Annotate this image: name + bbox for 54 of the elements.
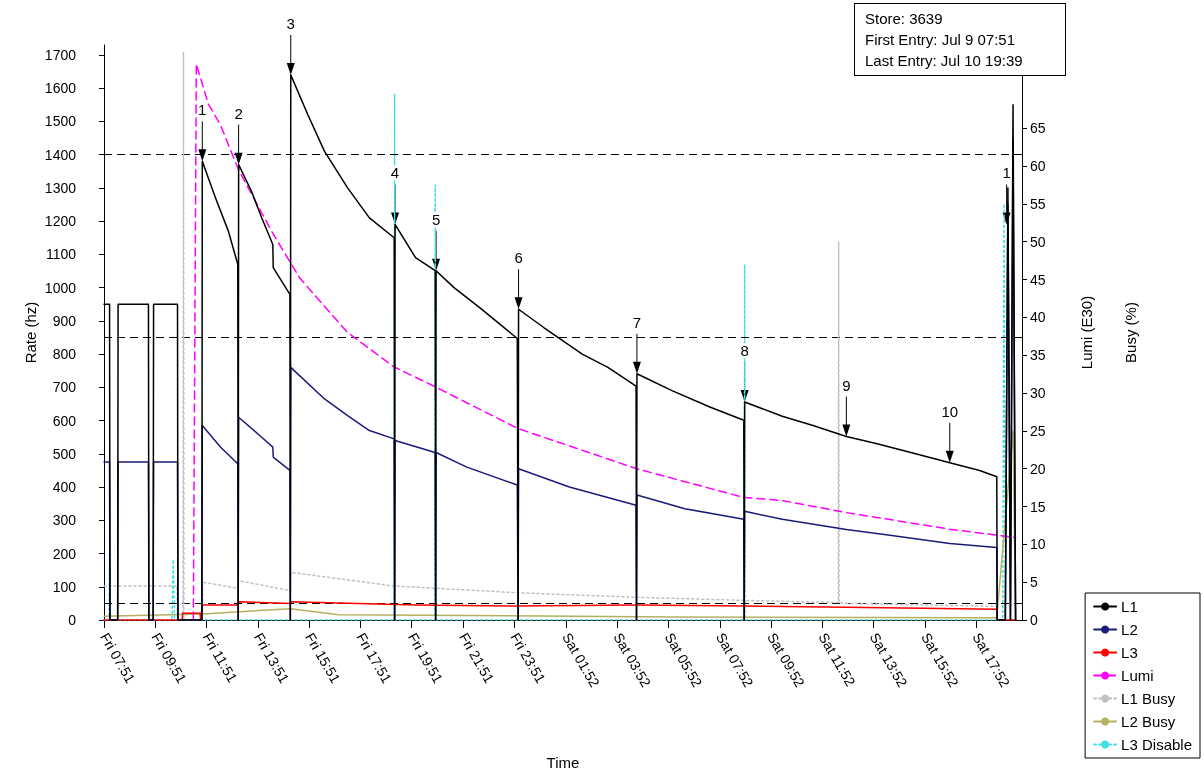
y-tick-label: 1700 (44, 46, 77, 63)
legend-label: Lumi (1121, 667, 1154, 684)
y-tick-label: 1000 (44, 279, 77, 296)
y-tick-label: 1600 (44, 80, 77, 97)
y2-tick-label: 45 (1030, 271, 1046, 288)
annotation: 3 (286, 14, 295, 32)
y2-tick-label: 15 (1030, 498, 1046, 515)
y-tick-label: 1300 (44, 179, 77, 196)
y2-tick-label: 25 (1030, 422, 1046, 439)
y2-tick-label: 65 (1030, 120, 1046, 137)
annotation: 1 (1002, 164, 1011, 182)
y2-tick-label: 50 (1030, 233, 1046, 250)
y2-tick-label: 20 (1030, 460, 1046, 477)
legend-label: L1 (1121, 598, 1138, 615)
legend-label: L3 Disable (1121, 736, 1193, 753)
legend-label: L2 Busy (1121, 713, 1176, 730)
y-tick-label: 800 (52, 346, 77, 363)
y-axis-title: Rate (hz) (21, 301, 39, 364)
y-tick-label: 1200 (44, 213, 77, 230)
y2-tick-label: 40 (1030, 309, 1046, 326)
y-tick-label: 1400 (44, 146, 77, 163)
legend-label: L3 (1121, 644, 1138, 661)
annotation: 7 (632, 313, 642, 331)
y-tick-label: 500 (52, 445, 77, 462)
annotation: 1 (198, 101, 207, 119)
y2-tick-label: 30 (1030, 385, 1046, 402)
annotation: 2 (234, 104, 243, 122)
annotation: 8 (740, 341, 749, 359)
y-tick-label: 0 (68, 612, 77, 628)
y2-tick-label: 5 (1030, 574, 1038, 591)
annotation: 9 (842, 376, 851, 394)
info-box: Store: 3639 First Entry: Jul 9 07:51 Last Entry: Jul 10 19:39 (854, 3, 1066, 76)
legend-label: L1 Busy (1121, 690, 1176, 707)
y2-tick-label: 35 (1030, 347, 1046, 364)
annotation: 5 (431, 210, 441, 228)
y-tick-label: 200 (52, 545, 77, 562)
y-tick-label: 300 (52, 512, 77, 529)
y-tick-label: 900 (52, 312, 77, 329)
y-tick-label: 600 (52, 412, 77, 429)
annotation: 4 (390, 164, 400, 182)
y-tick-label: 1500 (44, 113, 77, 130)
legend-label: L2 (1121, 621, 1138, 638)
x-axis-title: Time (546, 754, 580, 771)
annotation: 10 (941, 402, 959, 420)
text: Lumi (E30) Busy (%) (1077, 295, 1139, 370)
annotation: 6 (514, 249, 523, 267)
y-tick-label: 100 (52, 578, 77, 595)
y2-tick-label: 60 (1030, 158, 1046, 175)
y2-tick-label: 10 (1030, 536, 1046, 553)
y2-tick-label: 0 (1030, 612, 1038, 628)
y-tick-label: 1100 (45, 246, 77, 263)
y-tick-label: 400 (52, 479, 77, 496)
y2-tick-label: 55 (1030, 195, 1046, 212)
y-tick-label: 700 (52, 379, 77, 396)
